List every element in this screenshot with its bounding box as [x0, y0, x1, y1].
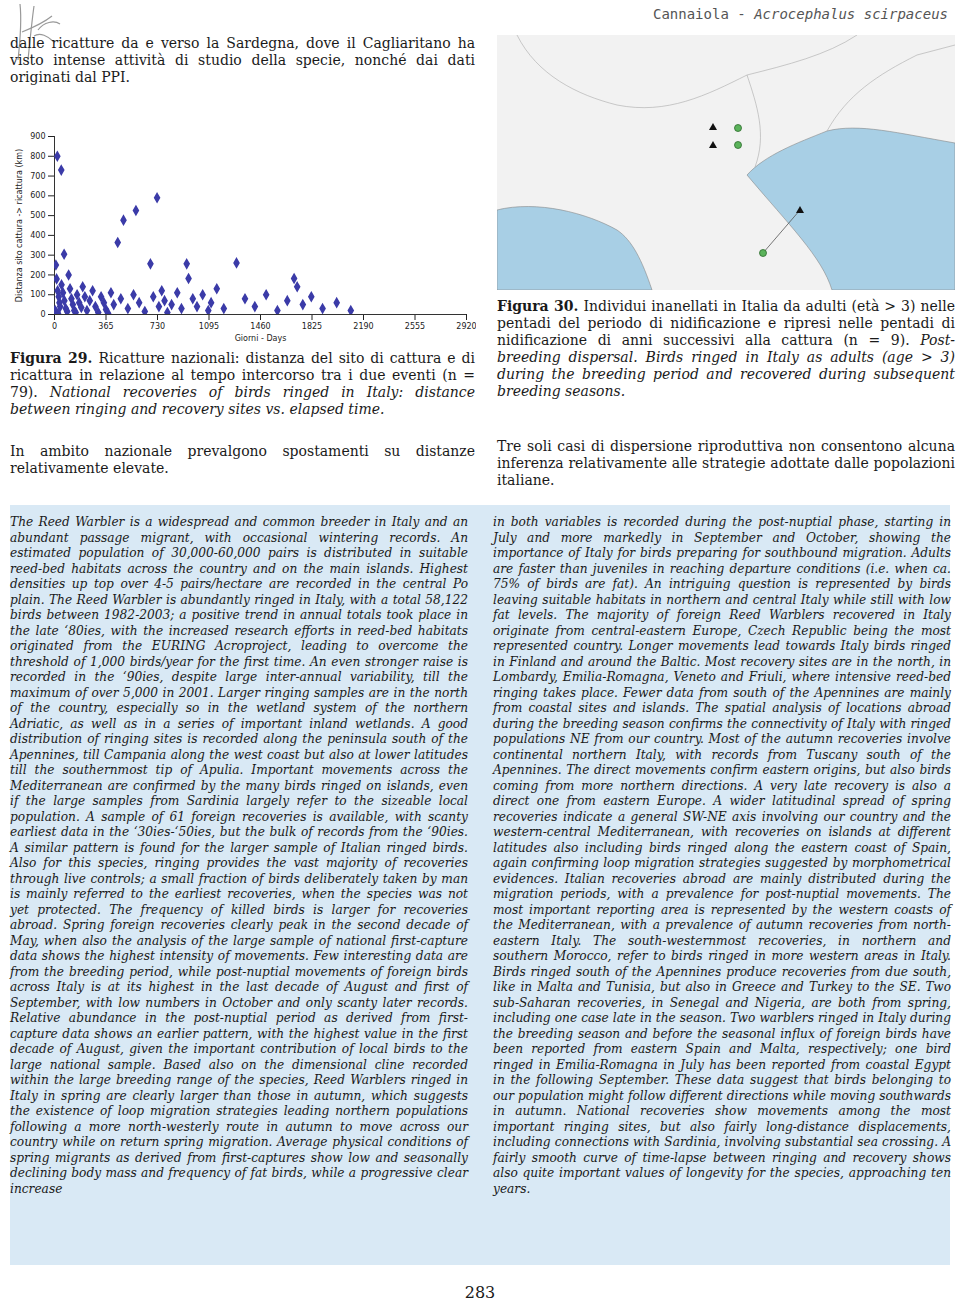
svg-text:1460: 1460 — [250, 322, 270, 331]
svg-text:730: 730 — [150, 322, 165, 331]
svg-text:Distanza sito cattura -> ricat: Distanza sito cattura -> ricattura (km) — [15, 149, 24, 302]
svg-text:500: 500 — [30, 211, 45, 220]
html-text:in both variables is recorded: in both variables is recorded during the… — [493, 515, 951, 1196]
html-text:Tre soli casi di dispersione r: Tre soli casi di dispersione riproduttiv… — [497, 438, 955, 488]
svg-text:Giorni - Days: Giorni - Days — [235, 334, 287, 343]
svg-text:0: 0 — [52, 322, 57, 331]
svg-text:1825: 1825 — [302, 322, 322, 331]
html-text:Cannaiola - Acrocephalus scirp: Cannaiola - Acrocephalus scirpaceus — [653, 6, 948, 22]
svg-text:300: 300 — [30, 251, 45, 260]
html-text:The Reed Warbler is a widespre: The Reed Warbler is a widespread and com… — [10, 515, 468, 1196]
svg-text:200: 200 — [30, 271, 45, 280]
svg-text:2555: 2555 — [405, 322, 425, 331]
html-text:Figura 30. Individui inanellat: Figura 30. Individui inanellati in Itali… — [497, 298, 955, 399]
html-text:dalle ricatture da e verso la: dalle ricatture da e verso la Sardegna, … — [10, 35, 475, 85]
svg-text:0: 0 — [40, 310, 45, 319]
html-text:In ambito nazionale prevalgono: In ambito nazionale prevalgono spostamen… — [10, 443, 475, 476]
svg-text:2190: 2190 — [353, 322, 373, 331]
html-text:Figura 29. Ricatture nazionali: Figura 29. Ricatture nazionali: distanza… — [10, 350, 475, 417]
svg-text:900: 900 — [30, 132, 45, 141]
svg-text:365: 365 — [98, 322, 113, 331]
svg-text:700: 700 — [30, 172, 45, 181]
svg-text:100: 100 — [30, 290, 45, 299]
svg-text:600: 600 — [30, 191, 45, 200]
svg-text:400: 400 — [30, 231, 45, 240]
svg-text:1095: 1095 — [199, 322, 219, 331]
svg-text:2920: 2920 — [456, 322, 476, 331]
html-text:283: 283 — [464, 1283, 496, 1302]
svg-text:800: 800 — [30, 152, 45, 161]
